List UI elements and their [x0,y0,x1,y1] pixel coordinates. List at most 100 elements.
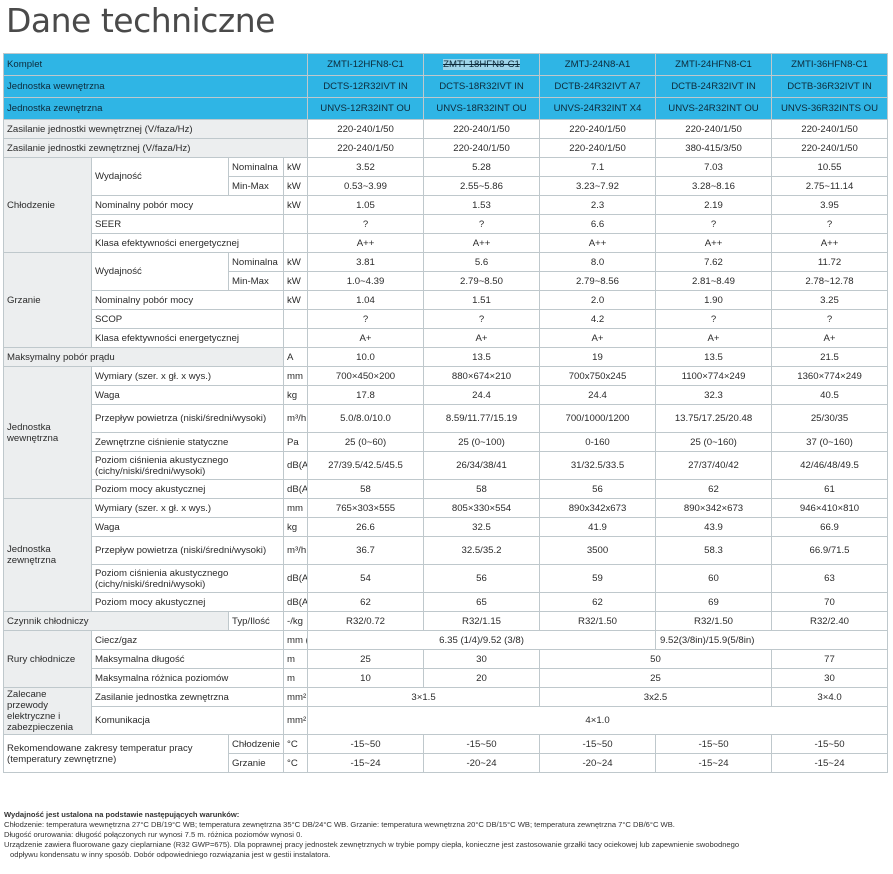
value-cell: 1.04 [307,290,425,310]
value-cell: A++ [655,233,773,253]
row-label: Zewnętrzne ciśnienie statyczne [91,432,284,452]
row-label: SEER [91,214,284,234]
value-cell: 61 [771,479,889,499]
model-cell: UNVS-36R32INTS OU [771,97,889,120]
row-label: Przepływ powietrza (niski/średni/wysoki) [91,536,284,565]
value-cell: ? [423,309,541,329]
value-cell: 2.79~8.56 [539,271,657,291]
row-label: Zasilanie jednostka zewnętrzna [91,687,284,707]
value-cell: 25 [307,649,425,669]
value-cell: 220-240/1/50 [307,138,425,158]
value-cell: 946×410×810 [771,498,889,518]
table-row: Komunikacja mm² 4×1.0 [4,706,889,735]
sub-label: Grzanie [228,753,284,773]
row-label: Wydajność [91,157,229,196]
value-cell: 0.53~3.99 [307,176,425,196]
table-row: Jednostka wewnętrzna Wymiary (szer. x gł… [3,366,889,499]
value-cell: 13.75/17.25/20.48 [655,404,773,433]
value-cell: A+ [771,328,889,348]
value-cell: 65 [423,592,541,612]
table-row: Rury chłodnicze Ciecz/gaz mm (cal) 6.35 … [3,630,889,688]
value-cell: 37 (0~160) [771,432,889,452]
row-label: Maksymalna różnica poziomów [91,668,284,688]
value-cell: 220-240/1/50 [539,119,657,139]
footnotes: Wydajność jest ustalona na podstawie nas… [4,810,884,860]
value-cell: -15~24 [307,753,425,773]
row-label: Waga [91,385,284,405]
group-label-cooling: Chłodzenie [3,157,92,253]
value-cell: 13.5 [423,347,541,367]
value-cell: 8.0 [539,252,657,272]
value-cell: 890×342×673 [655,498,773,518]
table-row: Nominalny pobór mocy kW 1.05 1.53 2.3 2.… [4,195,889,215]
value-cell: 2.19 [655,195,773,215]
row-label: Czynnik chłodniczy [3,611,229,631]
value-cell: R32/1.50 [655,611,773,631]
value-cell: 3x2.5 [539,687,773,707]
value-cell: 3×4.0 [771,687,889,707]
value-cell: 2.3 [539,195,657,215]
unit-cell: dB(A) [282,451,309,480]
row-label: Przepływ powietrza (niski/średni/wysoki) [91,404,284,433]
sub-label: Min-Max [228,176,284,196]
unit-cell: -/kg [282,611,309,631]
table-row: Rekomendowane zakresy temperatur pracy (… [3,734,889,773]
value-cell: 700×450×200 [307,366,425,386]
value-cell: 26.6 [307,517,425,537]
value-cell: 1100×774×249 [655,366,773,386]
value-cell: A+ [655,328,773,348]
value-cell: 17.8 [307,385,425,405]
row-label: Zasilanie jednostki zewnętrznej (V/faza/… [2,138,309,158]
value-cell: 66.9 [771,517,889,537]
value-cell: 4.2 [539,309,657,329]
unit-cell: mm (cal) [282,630,309,650]
table-row: SEER ? ? 6.6 ? ? [4,214,889,234]
value-cell: 380-415/3/50 [655,138,773,158]
model-cell: DCTB-24R32IVT A7 [539,75,657,98]
table-row: Jednostka zewnętrzna Wymiary (szer. x gł… [3,498,889,612]
model-cell: DCTS-18R32IVT IN [423,75,541,98]
value-cell: ? [655,214,773,234]
unit-cell: mm² [282,706,309,735]
row-label: Nominalny pobór mocy [91,195,284,215]
value-cell: 2.79~8.50 [423,271,541,291]
value-cell: 25 (0~160) [655,432,773,452]
value-cell: -15~50 [423,734,541,754]
value-cell: 50 [539,649,773,669]
unit-cell: kW [282,252,309,272]
value-cell: 220-240/1/50 [423,119,541,139]
footnote-line: odpływu kondensatu w inny sposób. Dobór … [10,850,331,859]
model-cell: DCTS-12R32IVT IN [307,75,425,98]
table-row: Chłodzenie Wydajność Nominalna kW 3.52 5… [3,157,889,253]
footnote-line: Długość orurowania: długość połączonych … [4,830,303,839]
group-label-wiring: Zalecane przewody elektryczne i zabezpie… [3,687,92,735]
row-label: Poziom ciśnienia akustycznego (cichy/nis… [91,451,284,480]
value-cell: ? [771,309,889,329]
unit-cell: °C [282,734,309,754]
value-cell: -20~24 [423,753,541,773]
value-cell: R32/0.72 [307,611,425,631]
value-cell: 1360×774×249 [771,366,889,386]
table-row: Poziom ciśnienia akustycznego (cichy/nis… [4,451,889,480]
value-cell: 3.81 [307,252,425,272]
value-cell: 220-240/1/50 [423,138,541,158]
table-row: Zewnętrzne ciśnienie statyczne Pa 25 (0~… [4,432,889,452]
value-cell: R32/2.40 [771,611,889,631]
model-cell: DCTB-24R32IVT IN [655,75,773,98]
table-row: Maksymalna długość m 25 30 50 77 [4,649,889,669]
unit-cell: m³/h [282,536,309,565]
model-cell: ZMTI-36HFN8-C1 [771,53,889,76]
value-cell: 2.0 [539,290,657,310]
value-cell: 69 [655,592,773,612]
unit-cell: Pa [282,432,309,452]
row-label: Klasa efektywności energetycznej [91,328,284,348]
table-row: SCOP ? ? 4.2 ? ? [4,309,889,329]
value-cell: 56 [539,479,657,499]
unit-cell: dB(A) [282,564,309,593]
value-cell: 30 [423,649,541,669]
row-label: Zasilanie jednostki wewnętrznej (V/faza/… [2,119,309,139]
table-row: Nominalny pobór mocy kW 1.04 1.51 2.0 1.… [4,290,889,310]
unit-cell: m [282,649,309,669]
value-cell: 1.90 [655,290,773,310]
value-cell: -15~24 [771,753,889,773]
